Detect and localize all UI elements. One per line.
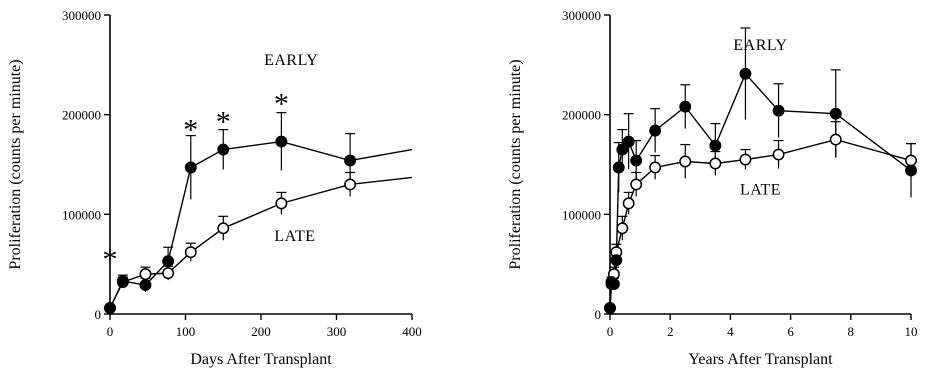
left-chart-y-tick-label: 100000 xyxy=(62,207,101,222)
right-chart-x-tick-label: 2 xyxy=(667,324,674,339)
left-chart-late-series-line xyxy=(109,176,413,309)
left-chart-annotation-late: LATE xyxy=(274,228,315,245)
left-chart-early-data-point xyxy=(116,275,129,288)
left-chart-early-data-point xyxy=(275,135,288,148)
left-chart-significance-star: * xyxy=(274,88,289,121)
left-chart-y-tick-label: 200000 xyxy=(62,108,101,123)
right-chart-late-data-point xyxy=(649,161,662,174)
right-chart-late-data-point xyxy=(905,154,917,167)
left-chart-early-data-point xyxy=(139,279,152,292)
right-chart-early-data-point xyxy=(607,278,620,291)
right-chart-annotation-early: EARLY xyxy=(733,37,787,54)
left-chart-y-tick-label: 0 xyxy=(95,307,102,322)
left-chart-y-axis-label: Proliferation (counts per minute) xyxy=(7,59,24,269)
left-chart-significance-star: * xyxy=(183,114,198,147)
right-chart-y-tick-label: 200000 xyxy=(562,108,601,123)
right-chart-y-tick-label: 0 xyxy=(595,307,602,322)
right-chart-early-data-point xyxy=(604,302,616,314)
left-chart-early-data-point xyxy=(217,143,230,156)
right-chart-late-data-point xyxy=(709,157,722,170)
right-chart-early-data-point xyxy=(616,143,629,156)
left-chart-early-data-point xyxy=(162,255,175,268)
left-chart-x-axis-label: Days After Transplant xyxy=(190,351,332,368)
left-chart-late-data-point xyxy=(275,197,288,210)
right-chart-early-data-point xyxy=(709,139,722,152)
right-chart-x-tick-label: 0 xyxy=(607,324,614,339)
right-chart-late-data-point xyxy=(616,222,629,235)
right-chart-early-data-point xyxy=(610,254,623,267)
left-chart-x-tick-label: 400 xyxy=(402,324,422,339)
right-chart-y-tick-label: 300000 xyxy=(562,8,601,23)
left-chart-early-series-line xyxy=(109,140,413,309)
right-chart-early-data-point xyxy=(905,164,917,177)
right-chart-early-data-point xyxy=(739,67,752,80)
right-chart-early-data-point xyxy=(622,135,635,148)
right-chart-late-data-point xyxy=(829,133,842,146)
left-chart-late-data-point xyxy=(344,178,357,191)
right-chart-early-data-point xyxy=(649,124,662,137)
left-chart-x-tick-label: 0 xyxy=(107,324,114,339)
left-chart-late-data-point xyxy=(139,268,152,281)
left-chart-significance-star: * xyxy=(216,106,231,139)
left-chart-early-data-point xyxy=(184,161,197,174)
right-chart-early-data-point xyxy=(829,107,842,120)
right-chart-late-data-point xyxy=(679,155,692,168)
left-chart-early-data-point xyxy=(104,302,116,314)
right-chart-late-data-point xyxy=(622,197,635,210)
left-chart-x-tick-label: 200 xyxy=(251,324,271,339)
right-chart-early-data-point xyxy=(612,161,625,174)
left-chart-annotation-early: EARLY xyxy=(264,52,318,69)
right-chart-x-axis-label: Years After Transplant xyxy=(688,351,833,368)
left-chart-x-tick-label: 100 xyxy=(176,324,196,339)
right-chart-y-axis-label: Proliferation (counts per minute) xyxy=(507,59,524,269)
right-chart-x-tick-label: 10 xyxy=(905,324,918,339)
right-chart-late-data-point xyxy=(630,178,643,191)
left-chart-y-tick-label: 300000 xyxy=(62,8,101,23)
right-chart-early-data-point xyxy=(630,154,643,167)
right-chart-early-data-point xyxy=(679,100,692,113)
right-chart-x-tick-label: 4 xyxy=(727,324,734,339)
right-chart-early-data-point xyxy=(772,104,785,117)
left-chart-significance-star: * xyxy=(103,243,118,276)
left-chart-early-data-point xyxy=(344,154,357,167)
left-chart-late-data-point xyxy=(217,222,230,235)
right-chart-annotation-late: LATE xyxy=(740,181,781,198)
right-chart-x-tick-label: 6 xyxy=(787,324,794,339)
right-chart-y-tick-label: 100000 xyxy=(562,207,601,222)
right-chart-x-tick-label: 8 xyxy=(848,324,855,339)
right-chart-late-data-point xyxy=(772,148,785,161)
left-chart-x-tick-label: 300 xyxy=(327,324,347,339)
left-chart-late-data-point xyxy=(184,246,197,259)
right-chart-late-data-point xyxy=(739,153,752,166)
left-chart-late-data-point xyxy=(162,267,175,280)
